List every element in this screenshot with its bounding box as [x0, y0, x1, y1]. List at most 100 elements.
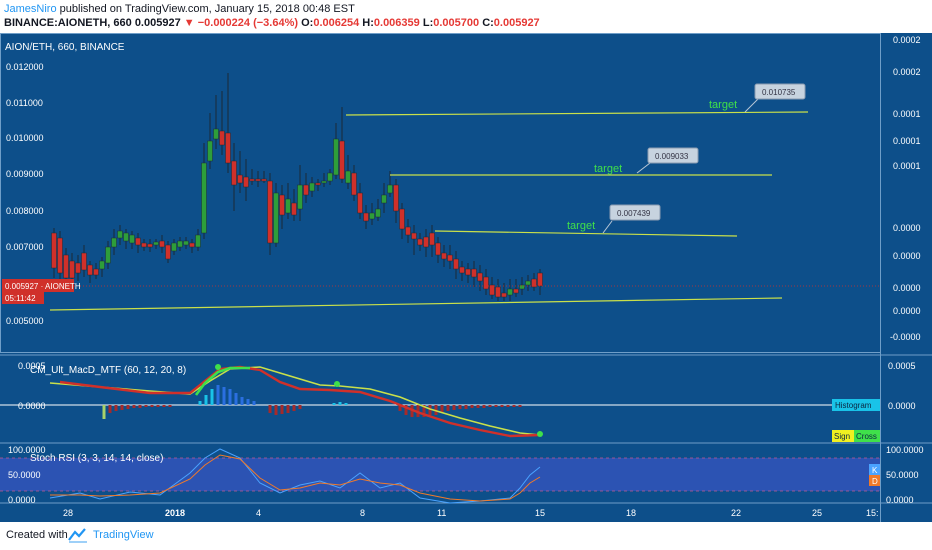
macd-right-tick: 0.0000 [888, 401, 916, 411]
candle [171, 242, 177, 252]
time-tick: 8 [360, 508, 365, 518]
low-label: L: [422, 17, 434, 29]
time-tick: 4 [256, 508, 261, 518]
chart-canvas[interactable]: AION/ETH, 660, BINANCE 0.012000 0.011000… [0, 33, 932, 522]
candlestick-series [51, 73, 543, 301]
callout-box[interactable] [754, 83, 806, 100]
candle [57, 237, 63, 274]
candle [453, 258, 459, 270]
callout-value: 0.010735 [762, 88, 796, 97]
candle [507, 288, 513, 296]
right-tick: -0.0000 [890, 332, 921, 342]
last-price: 0.005927 [134, 17, 181, 29]
trend-lines[interactable] [49, 111, 809, 311]
symbol-info: BINANCE:AIONETH, 660 0.005927 ▼ −0.00022… [4, 17, 540, 29]
candle [231, 160, 237, 186]
histogram-bar [488, 405, 492, 407]
histogram-bar [102, 405, 106, 419]
target-line-3[interactable] [434, 230, 738, 237]
candle [99, 260, 105, 270]
candle [177, 240, 183, 248]
candle [387, 184, 393, 194]
time-tick: 28 [63, 508, 73, 518]
histogram-bar [446, 405, 450, 411]
candle [183, 240, 189, 246]
chart-svg[interactable]: AION/ETH, 660, BINANCE 0.012000 0.011000… [0, 33, 932, 522]
histogram-bar [162, 405, 166, 407]
histogram-bar [222, 387, 226, 405]
histogram-bar [132, 405, 136, 408]
open-label: O: [301, 17, 314, 29]
candle [531, 278, 537, 288]
histogram-bar [240, 397, 244, 405]
histogram-bar [398, 405, 402, 411]
histogram-bar [120, 405, 124, 410]
pane-borders [0, 33, 932, 522]
histogram-bar [234, 393, 238, 405]
close-label: C: [482, 17, 494, 29]
histogram-bar [292, 405, 296, 411]
candle [339, 140, 345, 180]
histogram-bar [464, 405, 468, 409]
histogram-bar [518, 405, 522, 407]
candle [429, 232, 435, 246]
target-line-1[interactable] [345, 111, 809, 116]
histogram-bar [204, 395, 208, 405]
tradingview-logo-icon[interactable] [68, 526, 88, 544]
candle [297, 184, 303, 210]
cross-marker [334, 381, 340, 387]
histogram-bar [210, 389, 214, 405]
candle [69, 260, 75, 279]
left-tick: 0.007000 [6, 242, 44, 252]
time-tick: 15: [866, 508, 879, 518]
candle [165, 244, 171, 260]
candle [345, 170, 351, 184]
d-badge: D [872, 477, 878, 486]
candle [375, 208, 381, 218]
left-tick: 0.008000 [6, 206, 44, 216]
tradingview-link[interactable]: TradingView [93, 529, 154, 541]
histogram-bar [506, 405, 510, 407]
stoch-right-tick: 0.0000 [886, 495, 914, 505]
support-line[interactable] [49, 297, 783, 311]
histogram-bar [338, 402, 342, 405]
candle [423, 236, 429, 248]
low-value: 0.005700 [433, 17, 480, 29]
histogram-bar [144, 405, 148, 407]
candle [459, 266, 465, 274]
candle [135, 237, 141, 246]
histogram-bar [268, 405, 272, 413]
candle [357, 192, 363, 214]
candle [417, 238, 423, 246]
candle [87, 264, 93, 276]
histogram-bar [332, 403, 336, 405]
candle [111, 237, 117, 248]
histogram-bar [216, 385, 220, 405]
candle [513, 288, 519, 294]
candle [411, 232, 417, 240]
callout-box[interactable] [609, 204, 661, 221]
candle [525, 280, 531, 286]
candle [291, 202, 297, 216]
candle [381, 194, 387, 204]
candle [537, 272, 543, 287]
histogram-bar [228, 389, 232, 405]
histogram-bar [286, 405, 290, 413]
callout-box[interactable] [647, 147, 699, 164]
author-link[interactable]: JamesNiro [4, 3, 57, 15]
right-tick: 0.0001 [893, 109, 921, 119]
main-right-axis: 0.0002 0.0002 0.0001 0.0001 0.0001 0.000… [890, 35, 921, 342]
target-label: target [594, 163, 622, 175]
countdown-text: 05:11:42 [5, 294, 36, 303]
candle [501, 292, 507, 298]
macd-left-tick: 0.0005 [18, 361, 46, 371]
candle [309, 182, 315, 192]
histogram-bar [280, 405, 284, 414]
candle [465, 268, 471, 276]
histogram-bar [404, 405, 408, 415]
chart-header: JamesNiro published on TradingView.com, … [0, 0, 932, 33]
candle [249, 178, 255, 182]
histogram-bar [198, 401, 202, 405]
left-tick: 0.009000 [6, 169, 44, 179]
candle [519, 284, 525, 290]
